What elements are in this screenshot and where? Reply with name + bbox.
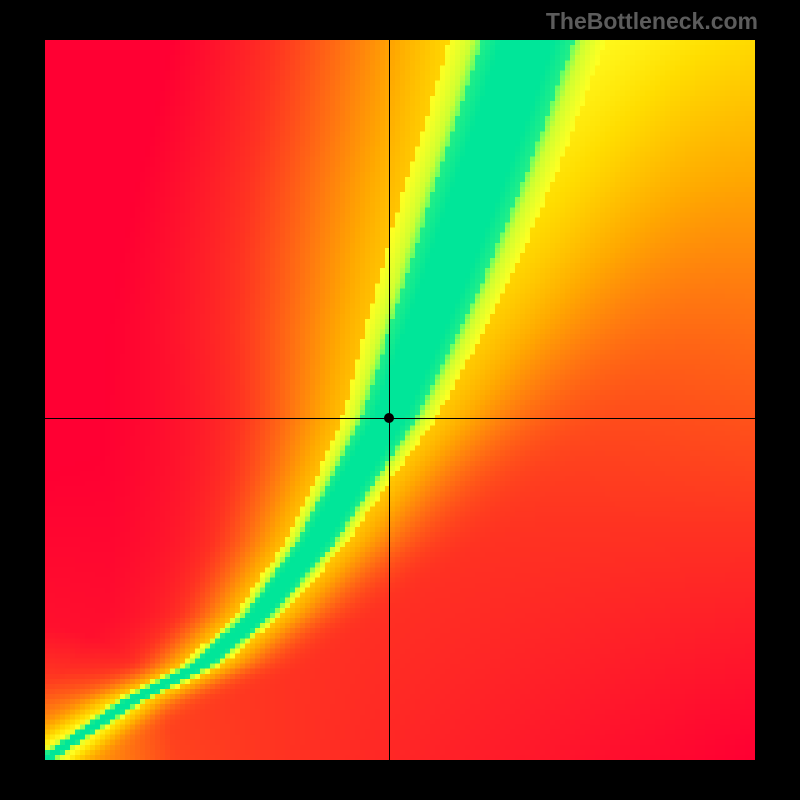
crosshair-horizontal — [45, 418, 755, 419]
heatmap-canvas — [45, 40, 755, 760]
watermark-text: TheBottleneck.com — [546, 8, 758, 35]
plot-area — [45, 40, 755, 760]
chart-root: TheBottleneck.com — [0, 0, 800, 800]
crosshair-vertical — [389, 40, 390, 760]
